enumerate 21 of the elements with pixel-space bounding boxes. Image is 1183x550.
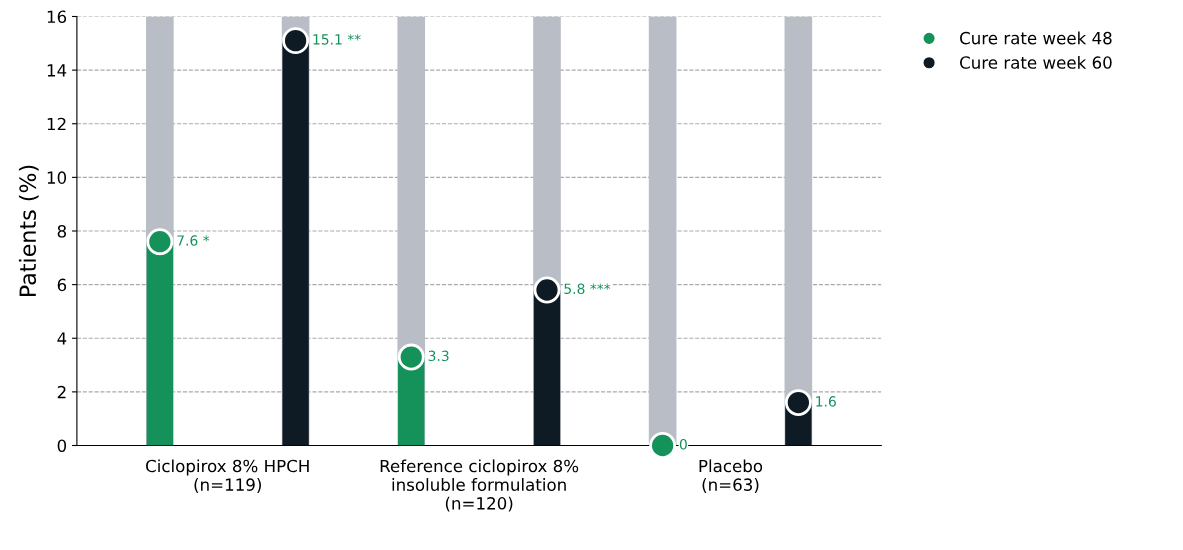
data-label: 3.3 bbox=[428, 350, 449, 362]
y-tick-label: 4 bbox=[57, 332, 67, 345]
y-tick-label: 8 bbox=[57, 224, 67, 238]
data-label: 0 bbox=[679, 439, 687, 450]
data-label: 7.6 * bbox=[177, 235, 210, 246]
data-label: 1.6 bbox=[816, 396, 836, 407]
y-tick-label: 12 bbox=[47, 117, 66, 131]
x-tick-label: Ciclopirox 8% HPCH (n=119) bbox=[146, 459, 309, 493]
y-tick-label: 2 bbox=[57, 385, 66, 399]
legend-label: Cure rate week 60 bbox=[960, 55, 1112, 69]
y-tick-label: 10 bbox=[47, 171, 67, 184]
y-tick-label: 16 bbox=[47, 10, 67, 24]
y-tick-label: 0 bbox=[57, 439, 67, 453]
y-tick-label: 6 bbox=[57, 278, 67, 292]
y-axis-title: Patients (%) bbox=[18, 165, 39, 297]
y-tick-label: 14 bbox=[47, 64, 67, 77]
legend-label: Cure rate week 48 bbox=[960, 31, 1112, 45]
data-label: 15.1 ** bbox=[313, 34, 361, 45]
x-tick-label: Placebo (n=63) bbox=[699, 459, 763, 493]
x-tick-label: Reference ciclopirox 8% insoluble formulation (n=120) bbox=[380, 459, 579, 512]
data-label: 5.8 *** bbox=[564, 283, 611, 295]
